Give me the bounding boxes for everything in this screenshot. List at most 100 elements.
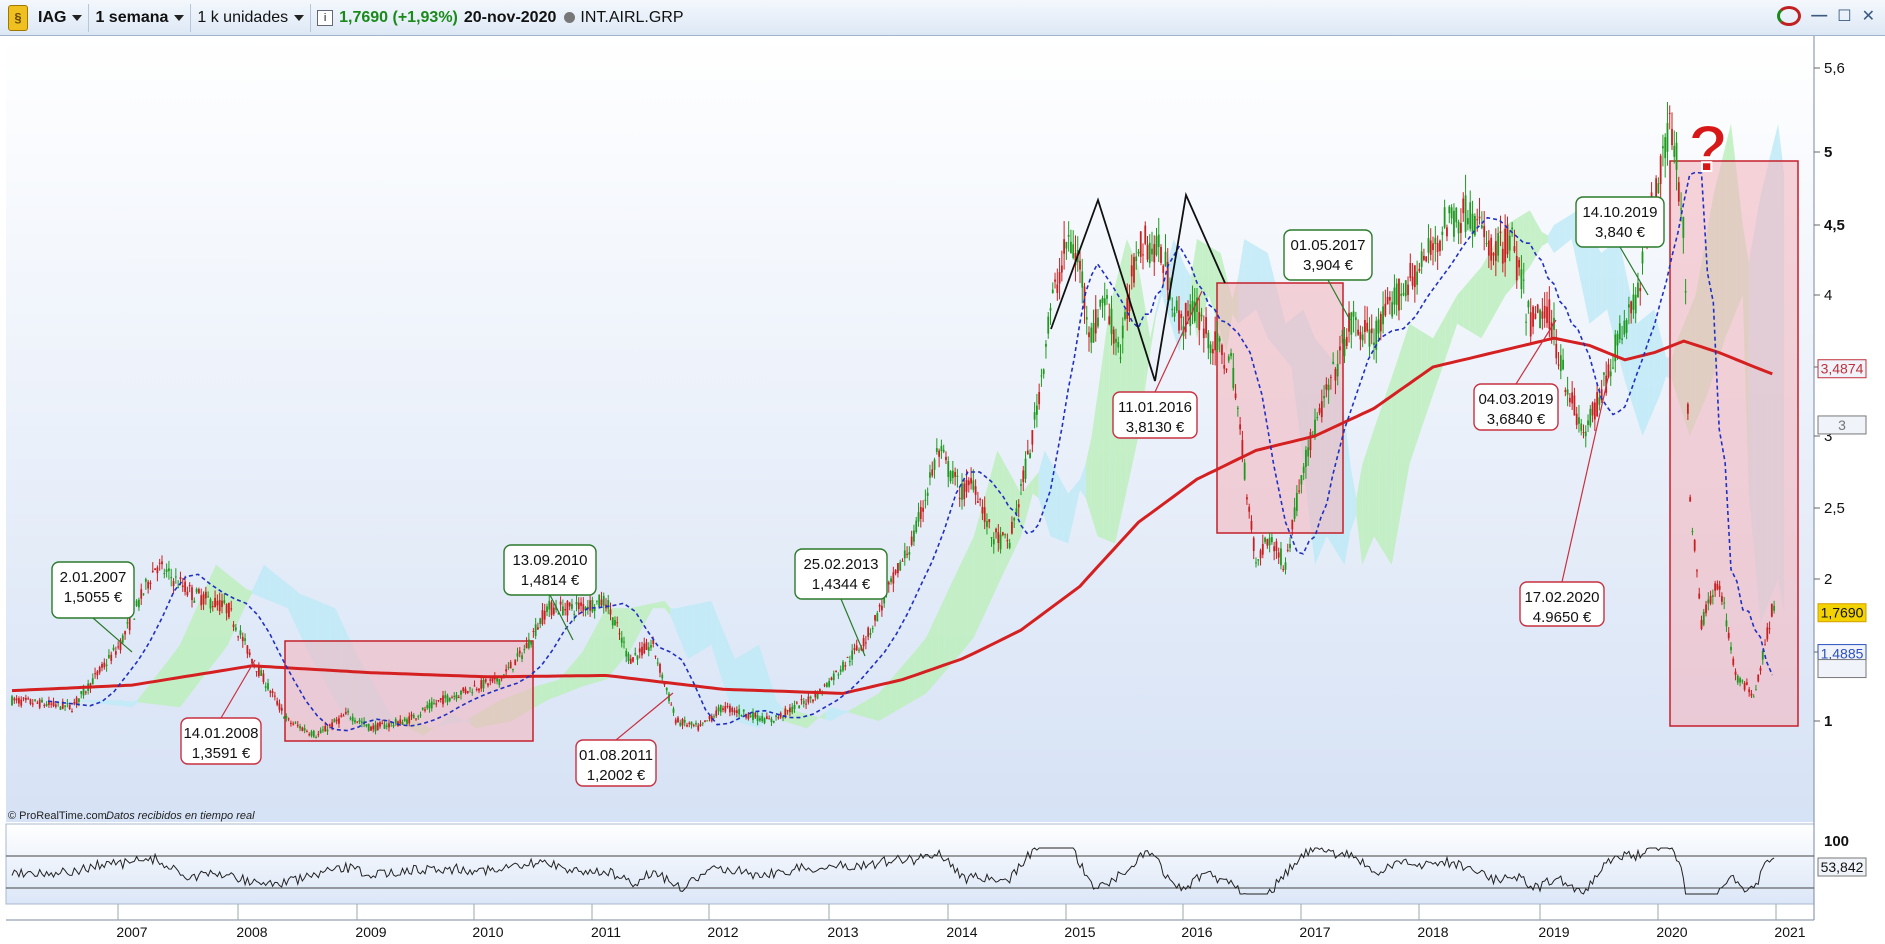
cloud-segment bbox=[926, 624, 933, 694]
x-axis: 2007 2008 2009 2010 2011 2012 2013 2014 2015 2016… bbox=[116, 904, 1806, 940]
candle-body bbox=[1511, 227, 1514, 230]
candle-body bbox=[1446, 227, 1448, 237]
candle-body bbox=[1065, 242, 1068, 249]
candle-body bbox=[38, 699, 41, 708]
cloud-segment bbox=[902, 658, 909, 708]
candle-body bbox=[708, 716, 711, 719]
annotation-date: 2.01.2007 bbox=[60, 569, 127, 586]
candle-body bbox=[322, 729, 324, 731]
candle-body bbox=[864, 642, 867, 644]
candle-body bbox=[1641, 251, 1644, 264]
candle-body bbox=[1732, 658, 1735, 665]
cloud-segment bbox=[204, 577, 210, 677]
x-tick-label: 2011 bbox=[591, 924, 621, 940]
candle-body bbox=[437, 700, 440, 702]
candle-body bbox=[802, 700, 805, 704]
cloud-segment bbox=[860, 700, 867, 718]
candle-body bbox=[1266, 539, 1269, 546]
moving-average-line bbox=[11, 336, 1773, 695]
candle-body bbox=[965, 479, 968, 492]
cloud-segment bbox=[192, 604, 198, 692]
close-icon[interactable]: ✕ bbox=[1861, 8, 1875, 25]
cloud-segment bbox=[293, 588, 300, 634]
cloud-segment bbox=[866, 696, 873, 720]
timeframe-selector[interactable]: 1 semana bbox=[89, 3, 192, 32]
price-tag: 1,7690 bbox=[1817, 603, 1867, 623]
cloud-segment bbox=[950, 573, 957, 666]
cloud-segment bbox=[594, 619, 601, 684]
candle-body bbox=[910, 536, 913, 545]
cloud-segment bbox=[1463, 281, 1470, 331]
x-tick-label: 2013 bbox=[827, 924, 858, 940]
realtime-refresh-icon[interactable] bbox=[1777, 6, 1802, 26]
candle-body bbox=[403, 718, 406, 721]
cloud-segment bbox=[658, 600, 665, 609]
cloud-segment bbox=[606, 608, 612, 680]
candle-body bbox=[1058, 272, 1061, 284]
cloud-segment bbox=[114, 700, 120, 706]
candle-body bbox=[1008, 542, 1011, 548]
prorealtime-logo-icon[interactable]: § bbox=[8, 4, 28, 31]
candle-body bbox=[1518, 259, 1520, 268]
candle-body bbox=[487, 683, 489, 686]
cloud-segment bbox=[120, 700, 126, 707]
candle-body bbox=[68, 704, 71, 709]
candle-body bbox=[94, 673, 96, 675]
units-selector[interactable]: 1 k unidades bbox=[191, 3, 312, 32]
maximize-icon[interactable]: ☐ bbox=[1837, 8, 1852, 25]
price-annotation: 04.03.2019 3,6840 € bbox=[1473, 319, 1559, 431]
info-icon[interactable]: i bbox=[317, 9, 334, 26]
symbol-selector[interactable]: IAG bbox=[32, 3, 90, 32]
candle-body bbox=[1504, 228, 1507, 263]
candle-body bbox=[1207, 332, 1210, 349]
candle-body bbox=[1124, 312, 1126, 320]
candle-body bbox=[246, 645, 249, 654]
cloud-segment bbox=[547, 681, 553, 701]
candle-body bbox=[177, 586, 180, 588]
candle-body bbox=[1227, 356, 1230, 361]
candle-body bbox=[1662, 146, 1664, 149]
candle-body bbox=[1255, 562, 1257, 564]
candle-body bbox=[1196, 297, 1198, 312]
candle-body bbox=[296, 724, 299, 726]
candle-body bbox=[1725, 620, 1728, 627]
candle-body bbox=[641, 646, 643, 656]
cloud-segment bbox=[246, 588, 252, 605]
price-chart[interactable]: 2.01.2007 1,5055 € 14.01.2008 1,3591 € 13.09… bbox=[0, 36, 1885, 944]
candle-body bbox=[1555, 343, 1558, 359]
candle-body bbox=[823, 684, 826, 686]
candle-body bbox=[73, 701, 76, 705]
candle-body bbox=[264, 686, 267, 688]
annotation-box bbox=[575, 739, 657, 787]
candle-body bbox=[1223, 365, 1226, 369]
candle-body bbox=[1144, 225, 1147, 244]
candle-body bbox=[1418, 268, 1421, 272]
candle-body bbox=[168, 568, 170, 572]
candle-body bbox=[1193, 301, 1196, 322]
candle-body bbox=[188, 585, 191, 587]
candle-body bbox=[688, 722, 691, 724]
candle-body bbox=[1350, 312, 1353, 335]
candle-body bbox=[110, 654, 113, 661]
candle-body bbox=[1721, 596, 1723, 602]
candle-body bbox=[772, 720, 775, 723]
candle-body bbox=[388, 723, 390, 728]
price-tag-label: 3,4874 bbox=[1821, 361, 1864, 377]
candle-body bbox=[351, 716, 354, 722]
candle-body bbox=[149, 582, 152, 585]
candle-body bbox=[1548, 299, 1551, 329]
cloud-segment bbox=[884, 679, 891, 718]
cloud-segment bbox=[1642, 314, 1649, 436]
minimize-icon[interactable]: — bbox=[1811, 7, 1828, 24]
candle-body bbox=[1770, 603, 1773, 617]
candle-body bbox=[257, 666, 260, 676]
candle-body bbox=[1734, 671, 1737, 675]
candle-body bbox=[1546, 306, 1548, 324]
cloud-segment bbox=[1391, 359, 1398, 565]
candle-body bbox=[1655, 178, 1658, 208]
candle-body bbox=[1225, 368, 1228, 370]
candle-body bbox=[770, 718, 773, 723]
candle-body bbox=[207, 596, 210, 598]
candle-body bbox=[484, 679, 487, 682]
candle-body bbox=[1407, 284, 1409, 296]
